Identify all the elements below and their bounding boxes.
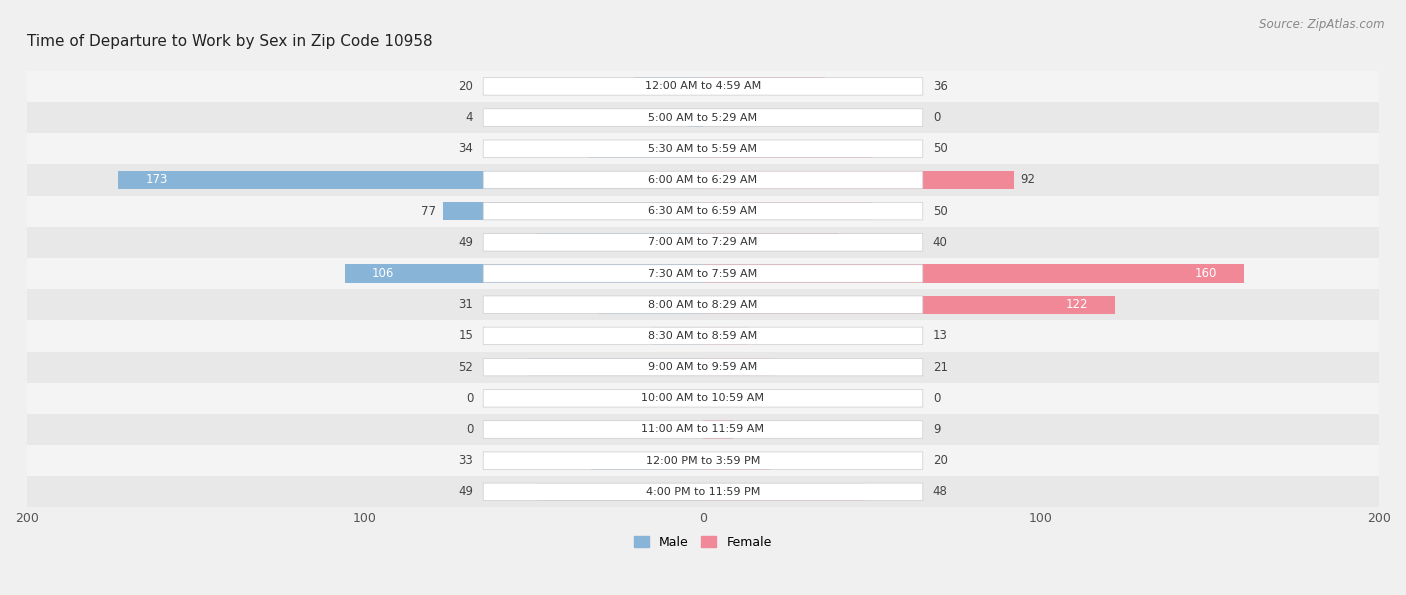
Text: 77: 77 [420,205,436,218]
Text: 50: 50 [932,142,948,155]
Bar [703,202,872,220]
Text: 0: 0 [465,423,474,436]
Text: 122: 122 [1066,298,1088,311]
FancyBboxPatch shape [484,421,922,439]
Bar [703,452,770,469]
Text: 21: 21 [932,361,948,374]
Text: 20: 20 [458,80,474,93]
Text: 12:00 AM to 4:59 AM: 12:00 AM to 4:59 AM [645,82,761,92]
Text: 7:00 AM to 7:29 AM: 7:00 AM to 7:29 AM [648,237,758,248]
Text: 8:30 AM to 8:59 AM: 8:30 AM to 8:59 AM [648,331,758,341]
Text: 6:00 AM to 6:29 AM: 6:00 AM to 6:29 AM [648,175,758,185]
FancyBboxPatch shape [484,452,922,469]
Legend: Male, Female: Male, Female [630,531,776,553]
Bar [703,358,773,376]
Text: 7:30 AM to 7:59 AM: 7:30 AM to 7:59 AM [648,268,758,278]
Bar [27,445,1379,476]
Text: 20: 20 [932,454,948,467]
Text: Time of Departure to Work by Sex in Zip Code 10958: Time of Departure to Work by Sex in Zip … [27,34,433,49]
Text: 92: 92 [1021,173,1036,186]
Bar [703,264,1244,283]
Bar [689,108,703,127]
Bar [27,133,1379,164]
Bar [27,414,1379,445]
FancyBboxPatch shape [484,265,922,282]
Text: 49: 49 [458,236,474,249]
Text: 0: 0 [465,392,474,405]
Bar [118,171,703,189]
Text: 31: 31 [458,298,474,311]
Bar [27,289,1379,320]
Bar [703,77,825,95]
Bar [27,102,1379,133]
Bar [27,227,1379,258]
FancyBboxPatch shape [484,109,922,126]
Text: 10:00 AM to 10:59 AM: 10:00 AM to 10:59 AM [641,393,765,403]
Bar [27,383,1379,414]
Bar [703,483,865,501]
FancyBboxPatch shape [484,390,922,407]
FancyBboxPatch shape [484,140,922,158]
Bar [27,476,1379,508]
Text: 173: 173 [145,173,167,186]
Text: 15: 15 [458,330,474,342]
FancyBboxPatch shape [484,358,922,376]
Text: 48: 48 [932,486,948,499]
FancyBboxPatch shape [484,202,922,220]
Bar [703,140,872,158]
Bar [27,164,1379,196]
Bar [588,140,703,158]
Text: Source: ZipAtlas.com: Source: ZipAtlas.com [1260,18,1385,31]
Bar [27,71,1379,102]
Text: 160: 160 [1195,267,1216,280]
Bar [703,171,1014,189]
Bar [703,327,747,345]
Bar [592,452,703,469]
Bar [598,296,703,314]
Bar [443,202,703,220]
Bar [652,327,703,345]
Bar [344,264,703,283]
Text: 33: 33 [458,454,474,467]
FancyBboxPatch shape [484,234,922,251]
Text: 34: 34 [458,142,474,155]
Text: 9: 9 [932,423,941,436]
Text: 0: 0 [932,392,941,405]
Text: 4:00 PM to 11:59 PM: 4:00 PM to 11:59 PM [645,487,761,497]
Text: 36: 36 [932,80,948,93]
Text: 13: 13 [932,330,948,342]
Text: 4: 4 [465,111,474,124]
Text: 6:30 AM to 6:59 AM: 6:30 AM to 6:59 AM [648,206,758,216]
Bar [527,358,703,376]
Bar [703,233,838,251]
Bar [27,196,1379,227]
FancyBboxPatch shape [484,171,922,189]
Bar [636,77,703,95]
Text: 106: 106 [371,267,394,280]
Bar [537,233,703,251]
Bar [537,483,703,501]
Text: 8:00 AM to 8:29 AM: 8:00 AM to 8:29 AM [648,300,758,310]
Bar [27,320,1379,352]
Text: 49: 49 [458,486,474,499]
Text: 40: 40 [932,236,948,249]
FancyBboxPatch shape [484,483,922,500]
Text: 0: 0 [932,111,941,124]
Bar [27,258,1379,289]
Text: 9:00 AM to 9:59 AM: 9:00 AM to 9:59 AM [648,362,758,372]
Bar [27,352,1379,383]
FancyBboxPatch shape [484,327,922,345]
Text: 50: 50 [932,205,948,218]
FancyBboxPatch shape [484,77,922,95]
Text: 11:00 AM to 11:59 AM: 11:00 AM to 11:59 AM [641,424,765,434]
Text: 12:00 PM to 3:59 PM: 12:00 PM to 3:59 PM [645,456,761,466]
Text: 5:00 AM to 5:29 AM: 5:00 AM to 5:29 AM [648,112,758,123]
Text: 5:30 AM to 5:59 AM: 5:30 AM to 5:59 AM [648,144,758,154]
FancyBboxPatch shape [484,296,922,314]
Bar [703,421,734,439]
Text: 52: 52 [458,361,474,374]
Bar [703,296,1115,314]
